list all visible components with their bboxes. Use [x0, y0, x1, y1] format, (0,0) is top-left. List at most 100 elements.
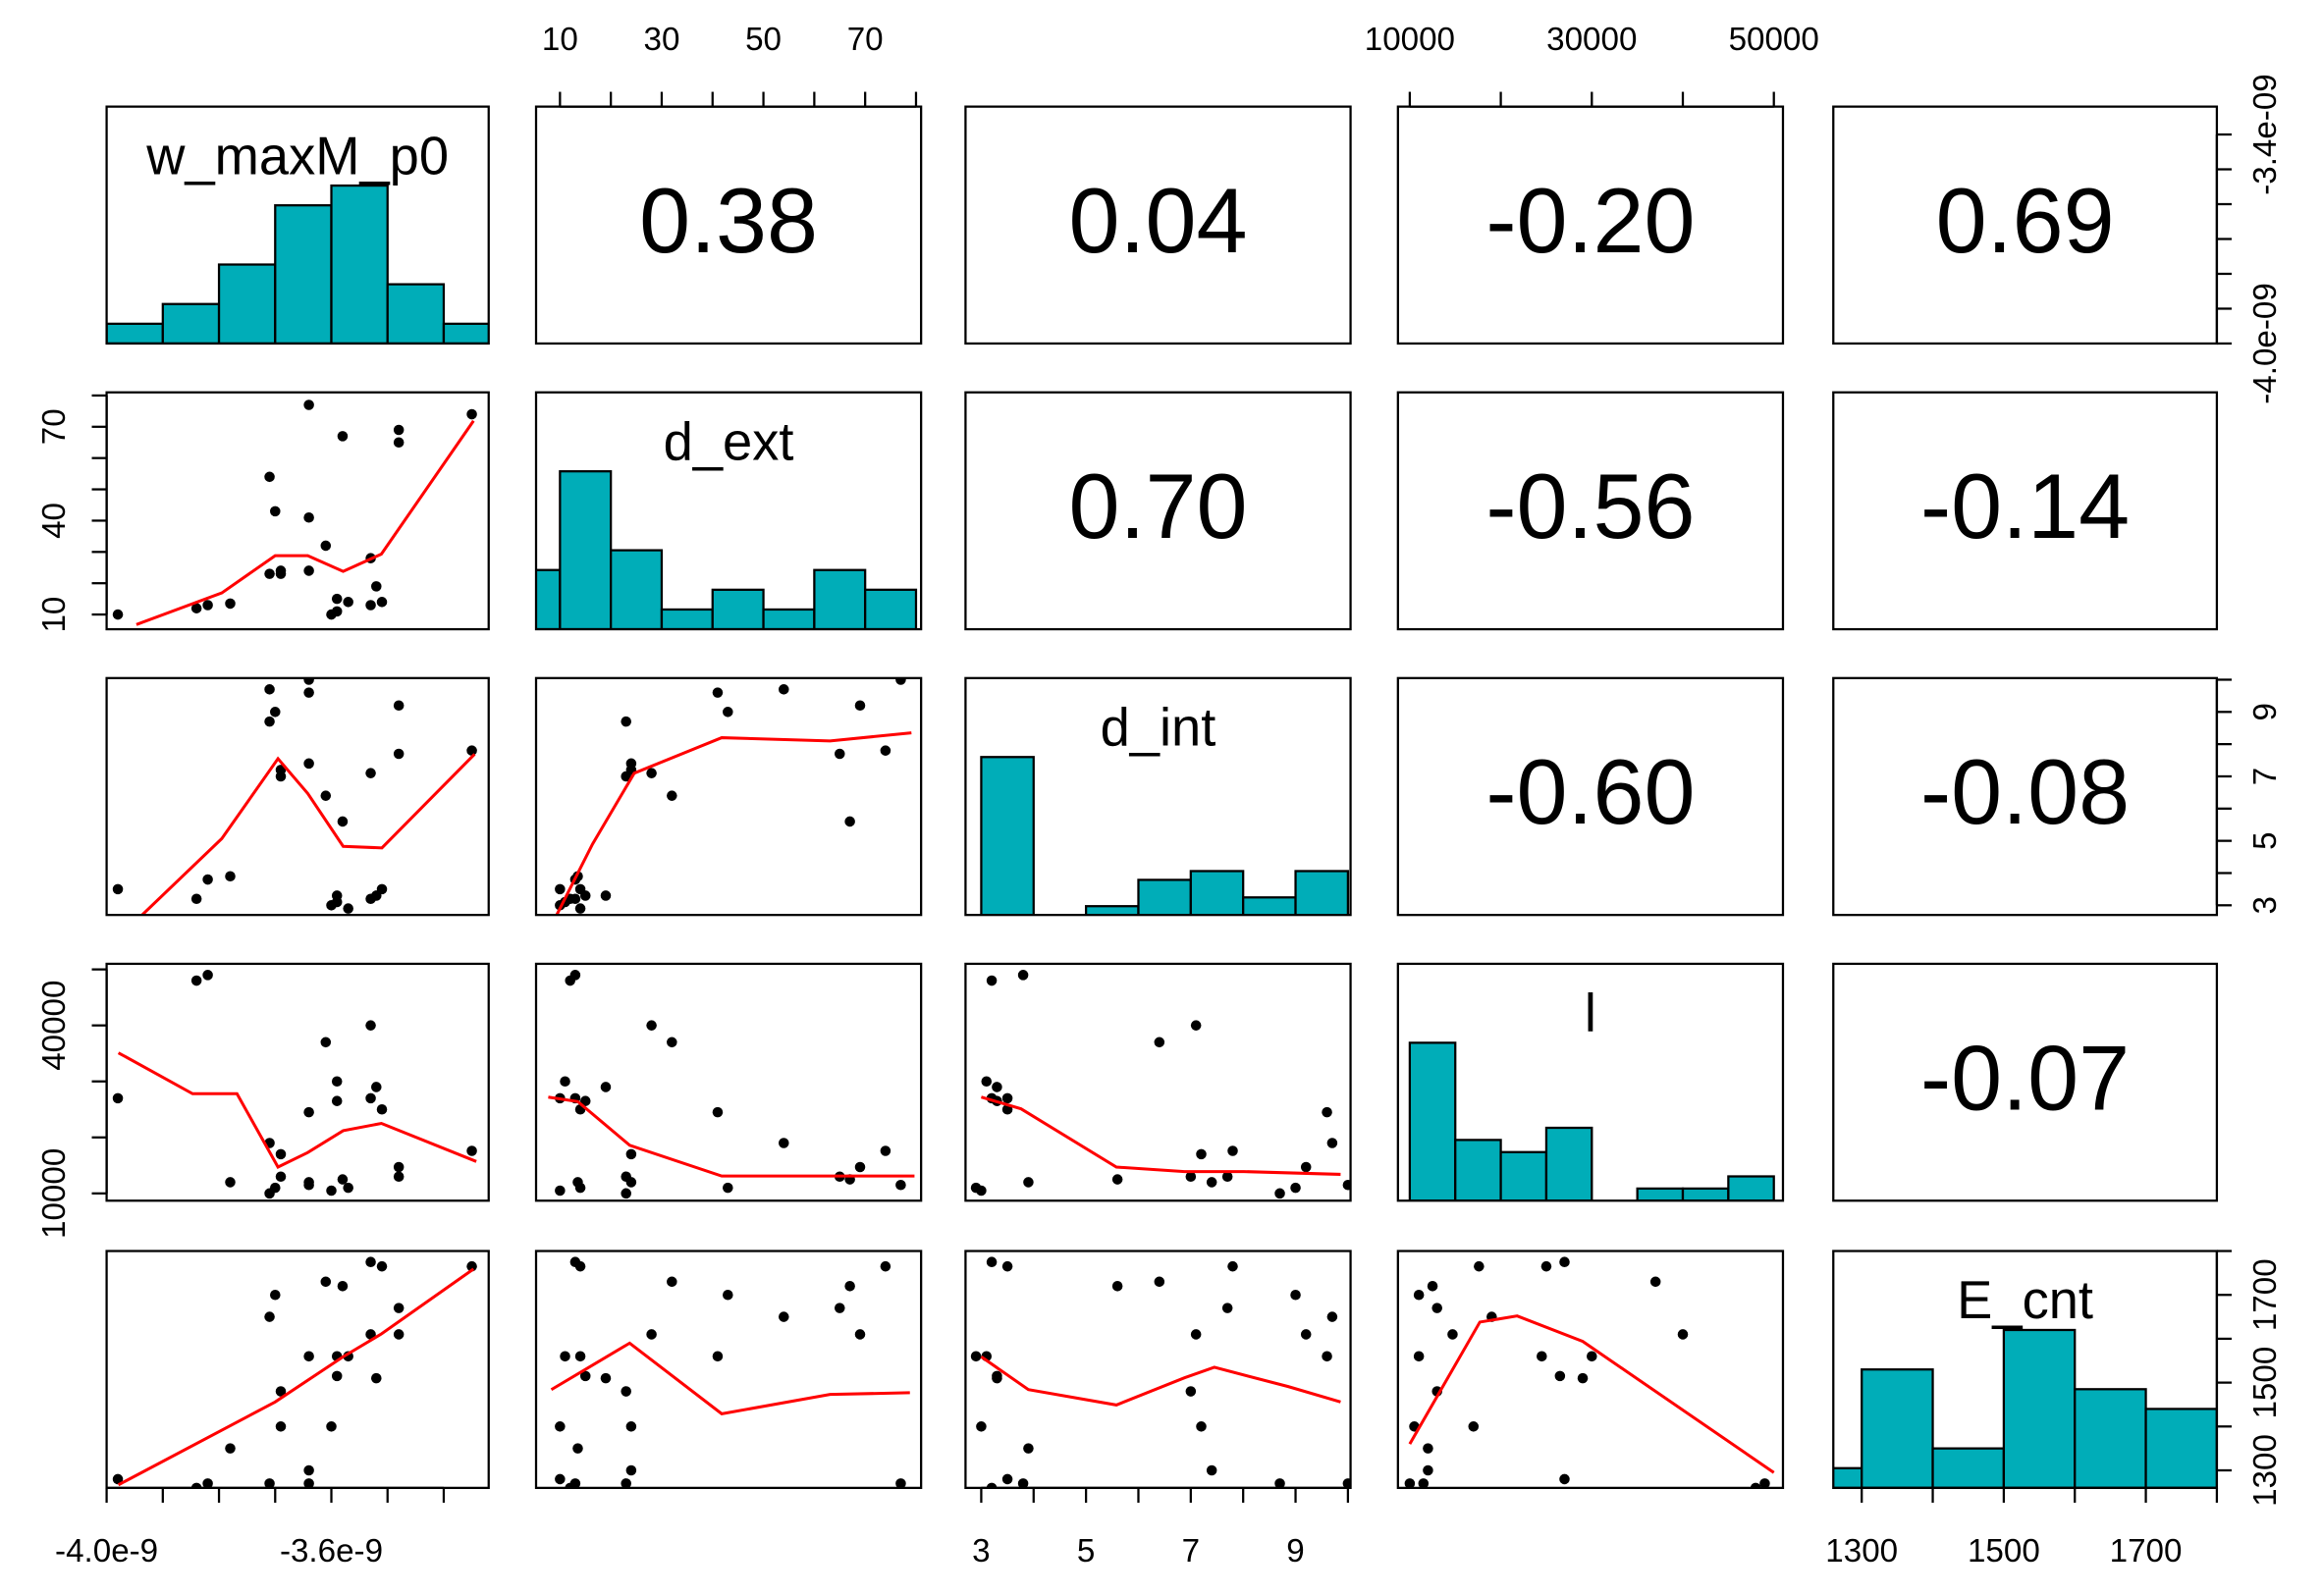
- tick-label: 40000: [36, 981, 73, 1071]
- scatter-point: [1221, 1171, 1233, 1183]
- scatter-point: [337, 1174, 349, 1185]
- panel-frame: [534, 1250, 923, 1489]
- scatter-point: [723, 1289, 733, 1301]
- scatter-point: [393, 437, 405, 449]
- scatter-point: [1206, 1177, 1217, 1188]
- smooth-line: [555, 731, 912, 916]
- tick-label: 1700: [2110, 1533, 2183, 1569]
- panel-frame: [1396, 391, 1785, 631]
- variable-name: d_ext: [664, 411, 794, 471]
- scatter-point: [112, 883, 124, 895]
- scatter-point: [1190, 1020, 1202, 1031]
- panel: [1404, 1256, 1775, 1488]
- hist-bar: [813, 568, 867, 630]
- scatter-point: [331, 1076, 343, 1088]
- tick-label: 3: [972, 1533, 990, 1569]
- scatter-point: [1468, 1421, 1480, 1432]
- scatter-point: [970, 1182, 982, 1194]
- scatter-point: [326, 1185, 337, 1197]
- scatter-point: [600, 1082, 612, 1092]
- correlation: 0.04: [1068, 169, 1247, 272]
- tick-label: 1300: [1825, 1533, 1898, 1569]
- tick-label: 5: [1077, 1533, 1095, 1569]
- scatter-point: [1290, 1289, 1301, 1301]
- panel-frame: [964, 105, 1352, 346]
- correlation: 0.69: [1936, 169, 2115, 272]
- scatter-point: [574, 883, 586, 895]
- tick-label: 70: [36, 408, 73, 445]
- panel-frame: [1832, 391, 2219, 631]
- scatter-point: [269, 707, 281, 718]
- hist-bar: [2144, 1408, 2217, 1488]
- scatter-point: [1537, 1351, 1547, 1362]
- panel: [970, 970, 1351, 1199]
- scatter-point: [275, 568, 287, 579]
- panel: [106, 184, 489, 344]
- tick-label: 10: [36, 597, 73, 633]
- tick-label: 30000: [1546, 22, 1637, 58]
- tick-label: 50: [745, 22, 782, 58]
- scatter-point: [1322, 1106, 1332, 1118]
- scatter-point: [365, 600, 376, 611]
- scatter-point: [986, 975, 998, 986]
- scatter-point: [225, 871, 236, 882]
- hist-bar: [2074, 1388, 2147, 1488]
- scatter-point: [320, 1276, 332, 1288]
- variable-name: w_maxM_p0: [145, 126, 449, 186]
- scatter-point: [365, 768, 376, 778]
- scatter-point: [723, 1182, 733, 1194]
- scatter-point: [202, 970, 213, 981]
- hist-bar: [1727, 1175, 1775, 1201]
- scatter-point: [621, 716, 631, 727]
- tick-label: 9: [1286, 1533, 1304, 1569]
- tick-label: -3.6e-9: [280, 1533, 383, 1569]
- scatter-point: [1474, 1260, 1485, 1272]
- scatter-point: [112, 1092, 124, 1104]
- scatter-point: [579, 1370, 591, 1382]
- scatter-point: [895, 677, 906, 685]
- scatter-point: [112, 609, 124, 620]
- smooth-line: [117, 1267, 475, 1487]
- scatter-point: [1196, 1421, 1207, 1432]
- scatter-point: [1559, 1473, 1570, 1485]
- scatter-point: [264, 568, 275, 579]
- scatter-point: [269, 1289, 281, 1301]
- scatter-point: [275, 771, 287, 782]
- scatter-point: [1196, 1148, 1207, 1160]
- hist-bar: [1408, 1041, 1457, 1201]
- scatter-point: [303, 677, 314, 685]
- scatter-point: [970, 1351, 982, 1362]
- scatter-point: [1227, 1145, 1238, 1156]
- panel: [548, 970, 915, 1199]
- scatter-point: [337, 1281, 349, 1292]
- scatter-point: [393, 748, 405, 760]
- scatter-point: [600, 1372, 612, 1384]
- scatter-point: [1023, 1177, 1034, 1188]
- scatter-point: [303, 511, 314, 523]
- correlation: -0.56: [1485, 454, 1695, 558]
- hist-bar: [711, 588, 765, 630]
- tick-label: 1300: [2247, 1434, 2284, 1507]
- scatter-point: [569, 1478, 581, 1488]
- scatter-point: [854, 1329, 866, 1340]
- scatter-point: [1587, 1351, 1597, 1362]
- hist-bar: [1861, 1368, 1934, 1488]
- scatter-point: [854, 1161, 866, 1173]
- scatter-point: [393, 1329, 405, 1340]
- correlation: -0.60: [1485, 740, 1695, 843]
- hist-bar: [1833, 1466, 1863, 1488]
- panel: [1408, 1041, 1775, 1201]
- tick-label: 7: [2247, 768, 2284, 785]
- scatter-point: [880, 1260, 891, 1272]
- tick-label: 50000: [1729, 22, 1819, 58]
- scatter-point: [365, 1092, 376, 1104]
- scatter-point: [1185, 1171, 1197, 1183]
- hist-bar: [106, 322, 164, 344]
- scatter-point: [371, 1082, 382, 1092]
- tick-label: 30: [644, 22, 680, 58]
- scatter-point: [275, 1386, 287, 1397]
- hist-bar: [1294, 870, 1350, 916]
- smooth-line: [135, 419, 475, 626]
- scatter-point: [275, 1148, 287, 1160]
- scatter-point: [466, 1260, 477, 1272]
